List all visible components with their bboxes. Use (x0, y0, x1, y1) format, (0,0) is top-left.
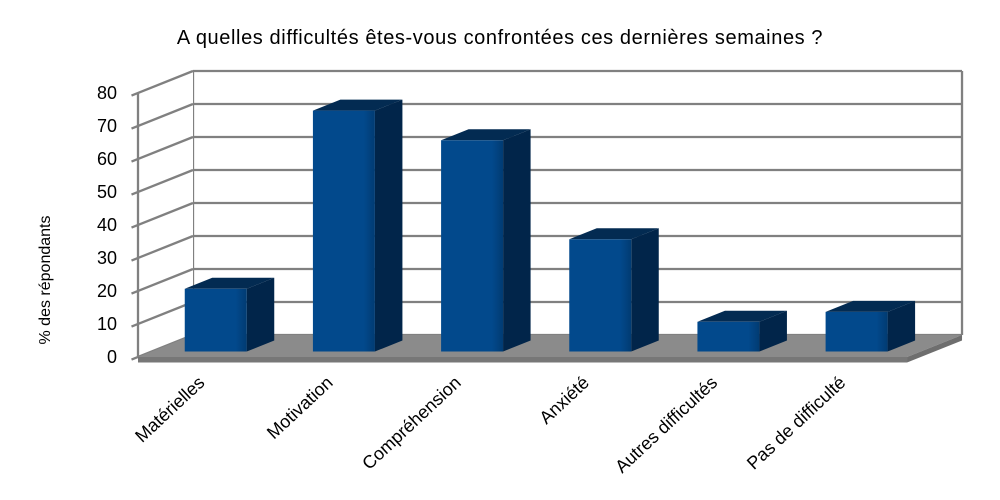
bar-front (312, 110, 375, 352)
side-wall-gridline (131, 267, 194, 295)
bar-top (697, 310, 787, 322)
y-tick-label: 70 (97, 116, 117, 136)
y-tick-label: 50 (97, 182, 117, 202)
y-tick-label: 20 (97, 281, 117, 301)
bar-side (631, 228, 659, 352)
bar-top (825, 300, 916, 312)
bar-side (887, 300, 916, 352)
side-wall-gridline (131, 168, 194, 196)
bar-front (697, 321, 760, 352)
bar-front (184, 288, 247, 352)
x-category-label: Autres difficultés (611, 372, 721, 476)
bar-side (503, 129, 531, 352)
bar-side (374, 99, 403, 352)
x-category-label: Pas de difficulté (743, 372, 849, 473)
bar-top (312, 99, 403, 111)
side-wall-gridline (131, 69, 194, 97)
x-category-label: Compréhension (358, 372, 465, 473)
bar-side (246, 277, 275, 352)
bar-front (825, 311, 888, 352)
side-wall-gridline (131, 300, 194, 328)
floor-front-edge (138, 357, 908, 363)
bar-top (569, 228, 659, 240)
floor-side-edge (907, 335, 963, 363)
bar-front (569, 239, 632, 352)
side-wall-gridline (131, 234, 194, 262)
x-category-label: Motivation (263, 372, 337, 443)
y-tick-label: 0 (107, 347, 117, 367)
bar-top (184, 277, 275, 289)
x-category-label: Matérielles (131, 372, 208, 446)
y-tick-label: 80 (97, 83, 117, 103)
side-wall-gridline (131, 135, 194, 163)
x-category-label: Anxiété (535, 372, 593, 428)
y-tick-label: 40 (97, 215, 117, 235)
bar-side (759, 310, 787, 352)
y-tick-label: 60 (97, 149, 117, 169)
bar-front (441, 140, 504, 352)
y-tick-label: 10 (97, 314, 117, 334)
side-wall-gridline (131, 201, 194, 229)
bar-top (441, 129, 531, 141)
chart-title: A quelles difficultés êtes-vous confront… (176, 27, 824, 49)
side-wall-gridline (131, 102, 194, 130)
y-tick-label: 30 (97, 248, 117, 268)
